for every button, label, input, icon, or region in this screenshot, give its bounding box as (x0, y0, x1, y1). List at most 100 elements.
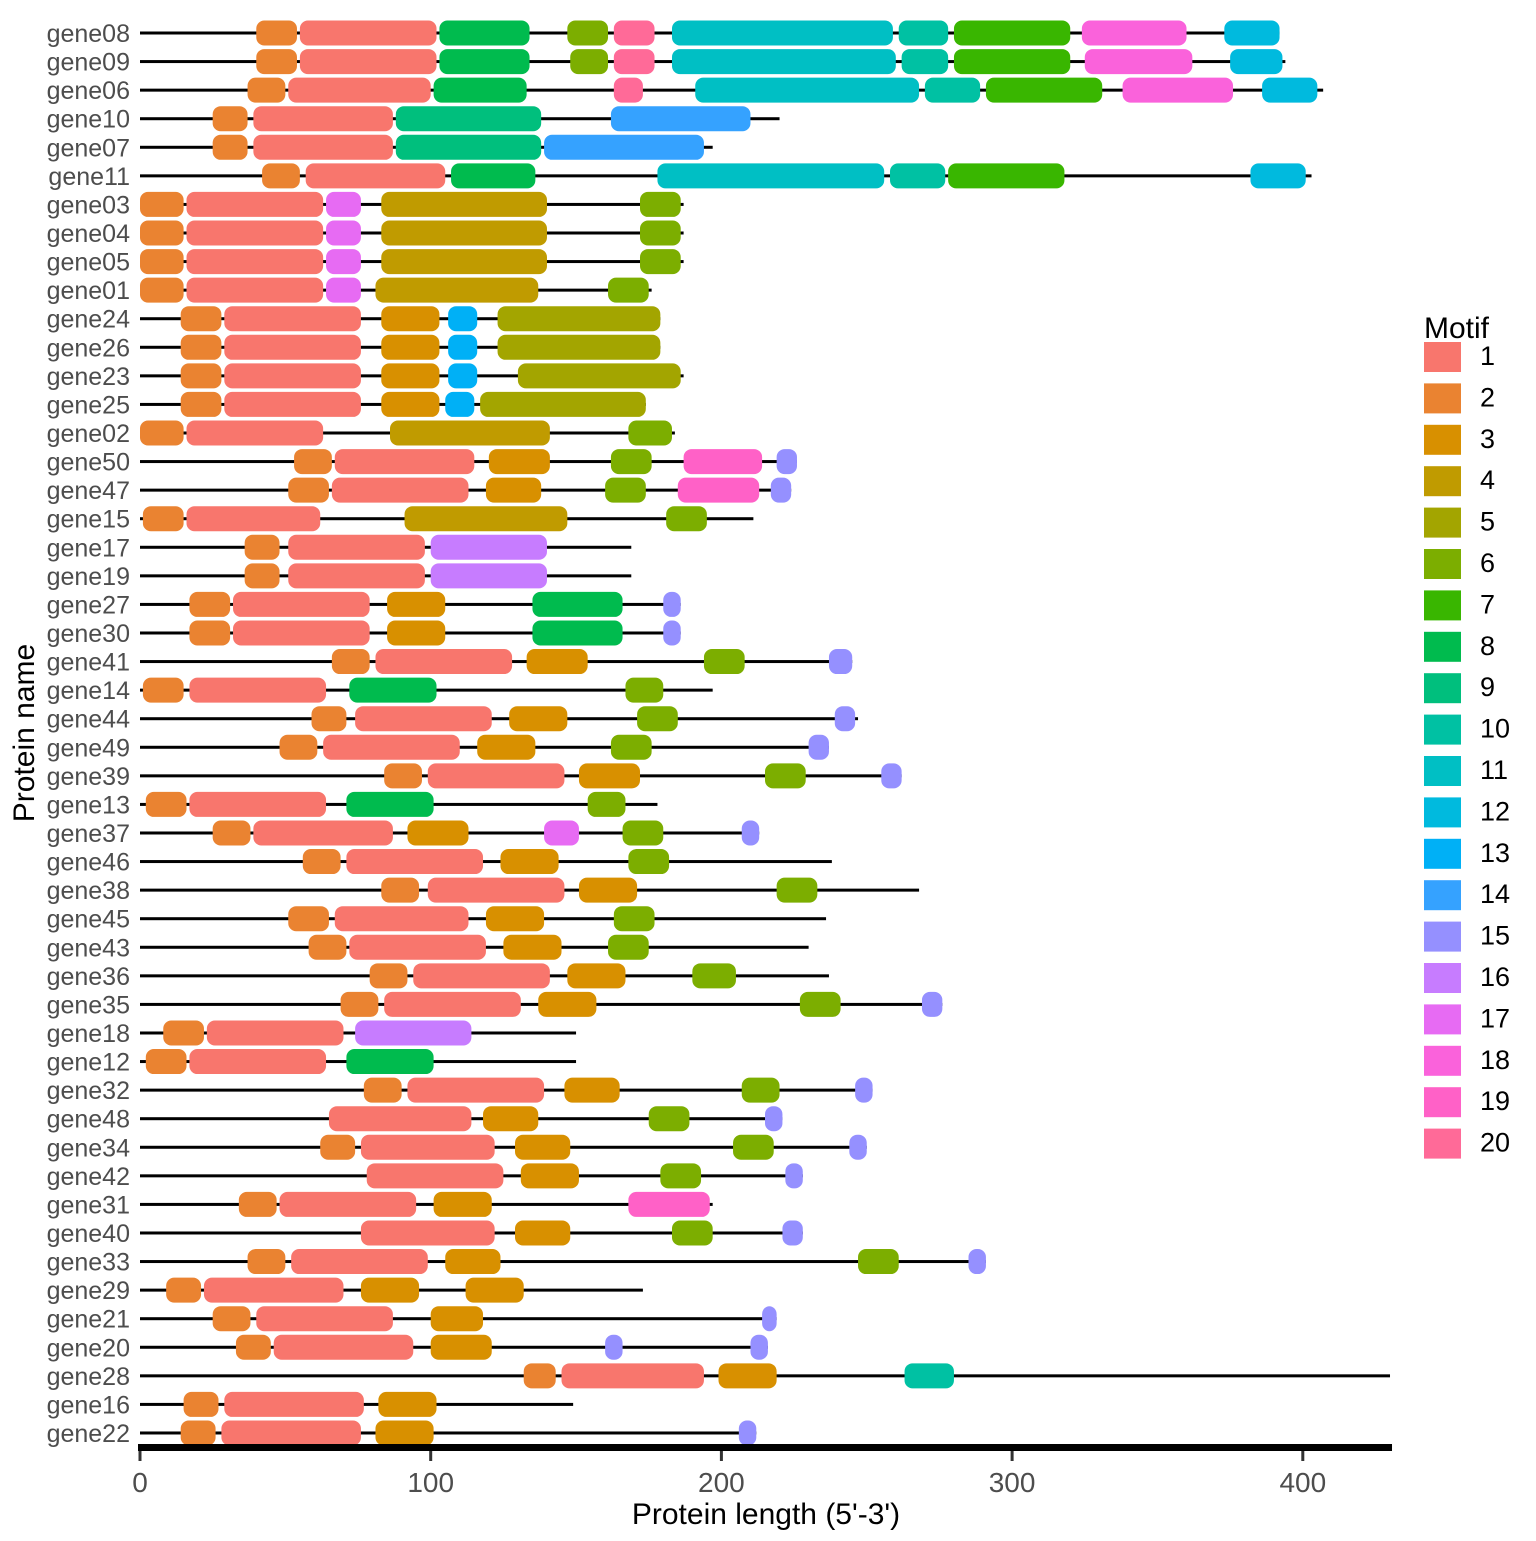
gene-row-gene43: gene43 (47, 934, 809, 962)
gene-label: gene50 (47, 449, 130, 477)
motif-box-12 (1262, 77, 1318, 103)
motif-box-4 (390, 420, 550, 446)
motif-box-2 (244, 534, 280, 560)
motif-box-1 (203, 1277, 344, 1303)
gene-row-gene10: gene10 (47, 106, 780, 134)
motif-box-3 (515, 1134, 571, 1160)
gene-row-gene04: gene04 (47, 220, 684, 248)
gene-label: gene03 (47, 191, 130, 219)
motif-box-2 (142, 677, 184, 703)
gene-label: gene02 (47, 420, 130, 448)
motif-box-8 (532, 591, 623, 617)
gene-label: gene11 (48, 163, 130, 191)
legend-swatch (1424, 549, 1461, 579)
legend-item-11: 11 (1424, 755, 1508, 786)
legend-item-16: 16 (1424, 962, 1510, 993)
motif-box-6 (765, 763, 806, 789)
gene-row-gene38: gene38 (47, 877, 920, 905)
gene-label: gene22 (47, 1420, 130, 1448)
gene-row-gene40: gene40 (47, 1220, 803, 1248)
gene-row-gene42: gene42 (47, 1163, 803, 1191)
motif-box-1 (427, 763, 565, 789)
x-axis-tick (429, 1451, 433, 1461)
gene-label: gene10 (47, 106, 130, 134)
legend-label: 16 (1480, 962, 1510, 992)
gene-row-gene48: gene48 (47, 1106, 783, 1134)
motif-box-2 (288, 477, 329, 503)
gene-label: gene15 (47, 506, 130, 534)
motif-box-1 (279, 1191, 417, 1217)
gene-label: gene20 (47, 1334, 130, 1362)
gene-label: gene41 (47, 649, 130, 677)
protein-length-line (140, 1260, 986, 1264)
motif-box-6 (692, 963, 736, 989)
legend-item-1: 1 (1424, 341, 1495, 372)
x-tick-label: 300 (989, 1467, 1036, 1498)
motif-box-4 (375, 277, 539, 303)
motif-box-3 (381, 306, 440, 332)
motif-box-2 (189, 620, 231, 646)
motif-box-3 (485, 906, 545, 932)
motif-box-3 (381, 363, 440, 389)
motif-box-3 (477, 734, 536, 760)
motif-box-6 (858, 1249, 899, 1275)
motif-box-1 (206, 1020, 344, 1046)
motif-box-1 (288, 563, 425, 589)
gene-row-gene15: gene15 (47, 506, 754, 534)
gene-row-gene07: gene07 (47, 134, 713, 162)
legend-item-8: 8 (1424, 631, 1495, 662)
gene-row-gene05: gene05 (47, 249, 684, 277)
motif-box-16 (430, 563, 547, 589)
protein-length-line (140, 717, 859, 721)
motif-box-14 (610, 106, 751, 132)
protein-length-line (140, 1145, 867, 1149)
gene-label: gene08 (47, 20, 130, 48)
motif-box-3 (515, 1220, 571, 1246)
x-tick-label: 100 (407, 1467, 454, 1498)
gene-label: gene43 (47, 934, 130, 962)
motif-box-17 (326, 220, 361, 246)
gene-row-gene02: gene02 (47, 420, 675, 448)
motif-box-4 (381, 220, 547, 246)
motif-box-3 (445, 1249, 501, 1275)
motif-box-20 (613, 20, 655, 46)
gene-label: gene46 (47, 849, 130, 877)
x-axis-line (138, 1444, 1393, 1451)
motif-box-15 (762, 1306, 777, 1332)
motif-box-6 (613, 906, 655, 932)
legend-swatch (1424, 838, 1461, 869)
motif-box-5 (497, 334, 661, 360)
motif-box-2 (340, 991, 379, 1017)
gene-label: gene04 (47, 220, 131, 248)
motif-box-1 (288, 77, 431, 103)
motif-box-2 (311, 706, 347, 732)
gene-row-gene47: gene47 (47, 477, 792, 505)
gene-row-gene18: gene18 (47, 1020, 577, 1048)
motif-box-14 (544, 134, 704, 160)
motif-box-2 (294, 449, 332, 475)
gene-row-gene20: gene20 (47, 1334, 768, 1362)
legend-label: 19 (1480, 1086, 1510, 1116)
motif-box-6 (741, 1077, 780, 1103)
motif-box-13 (445, 391, 475, 417)
gene-label: gene09 (47, 49, 130, 77)
motif-box-6 (608, 277, 649, 303)
legend-item-9: 9 (1424, 672, 1495, 704)
motif-box-1 (346, 849, 484, 875)
motif-box-3 (718, 1363, 777, 1389)
motif-box-2 (320, 1134, 356, 1160)
motif-box-2 (140, 277, 184, 303)
gene-label: gene14 (47, 677, 131, 705)
gene-label: gene30 (47, 620, 130, 648)
motif-box-3 (538, 991, 597, 1017)
motif-box-5 (517, 363, 681, 389)
gene-row-gene29: gene29 (47, 1277, 643, 1305)
motif-box-7 (953, 49, 1071, 75)
motif-box-19 (677, 477, 760, 503)
motif-box-6 (610, 734, 652, 760)
legend-swatch (1424, 590, 1461, 621)
motif-box-8 (451, 163, 536, 189)
gene-row-gene28: gene28 (47, 1363, 1391, 1391)
motif-box-1 (334, 906, 469, 932)
